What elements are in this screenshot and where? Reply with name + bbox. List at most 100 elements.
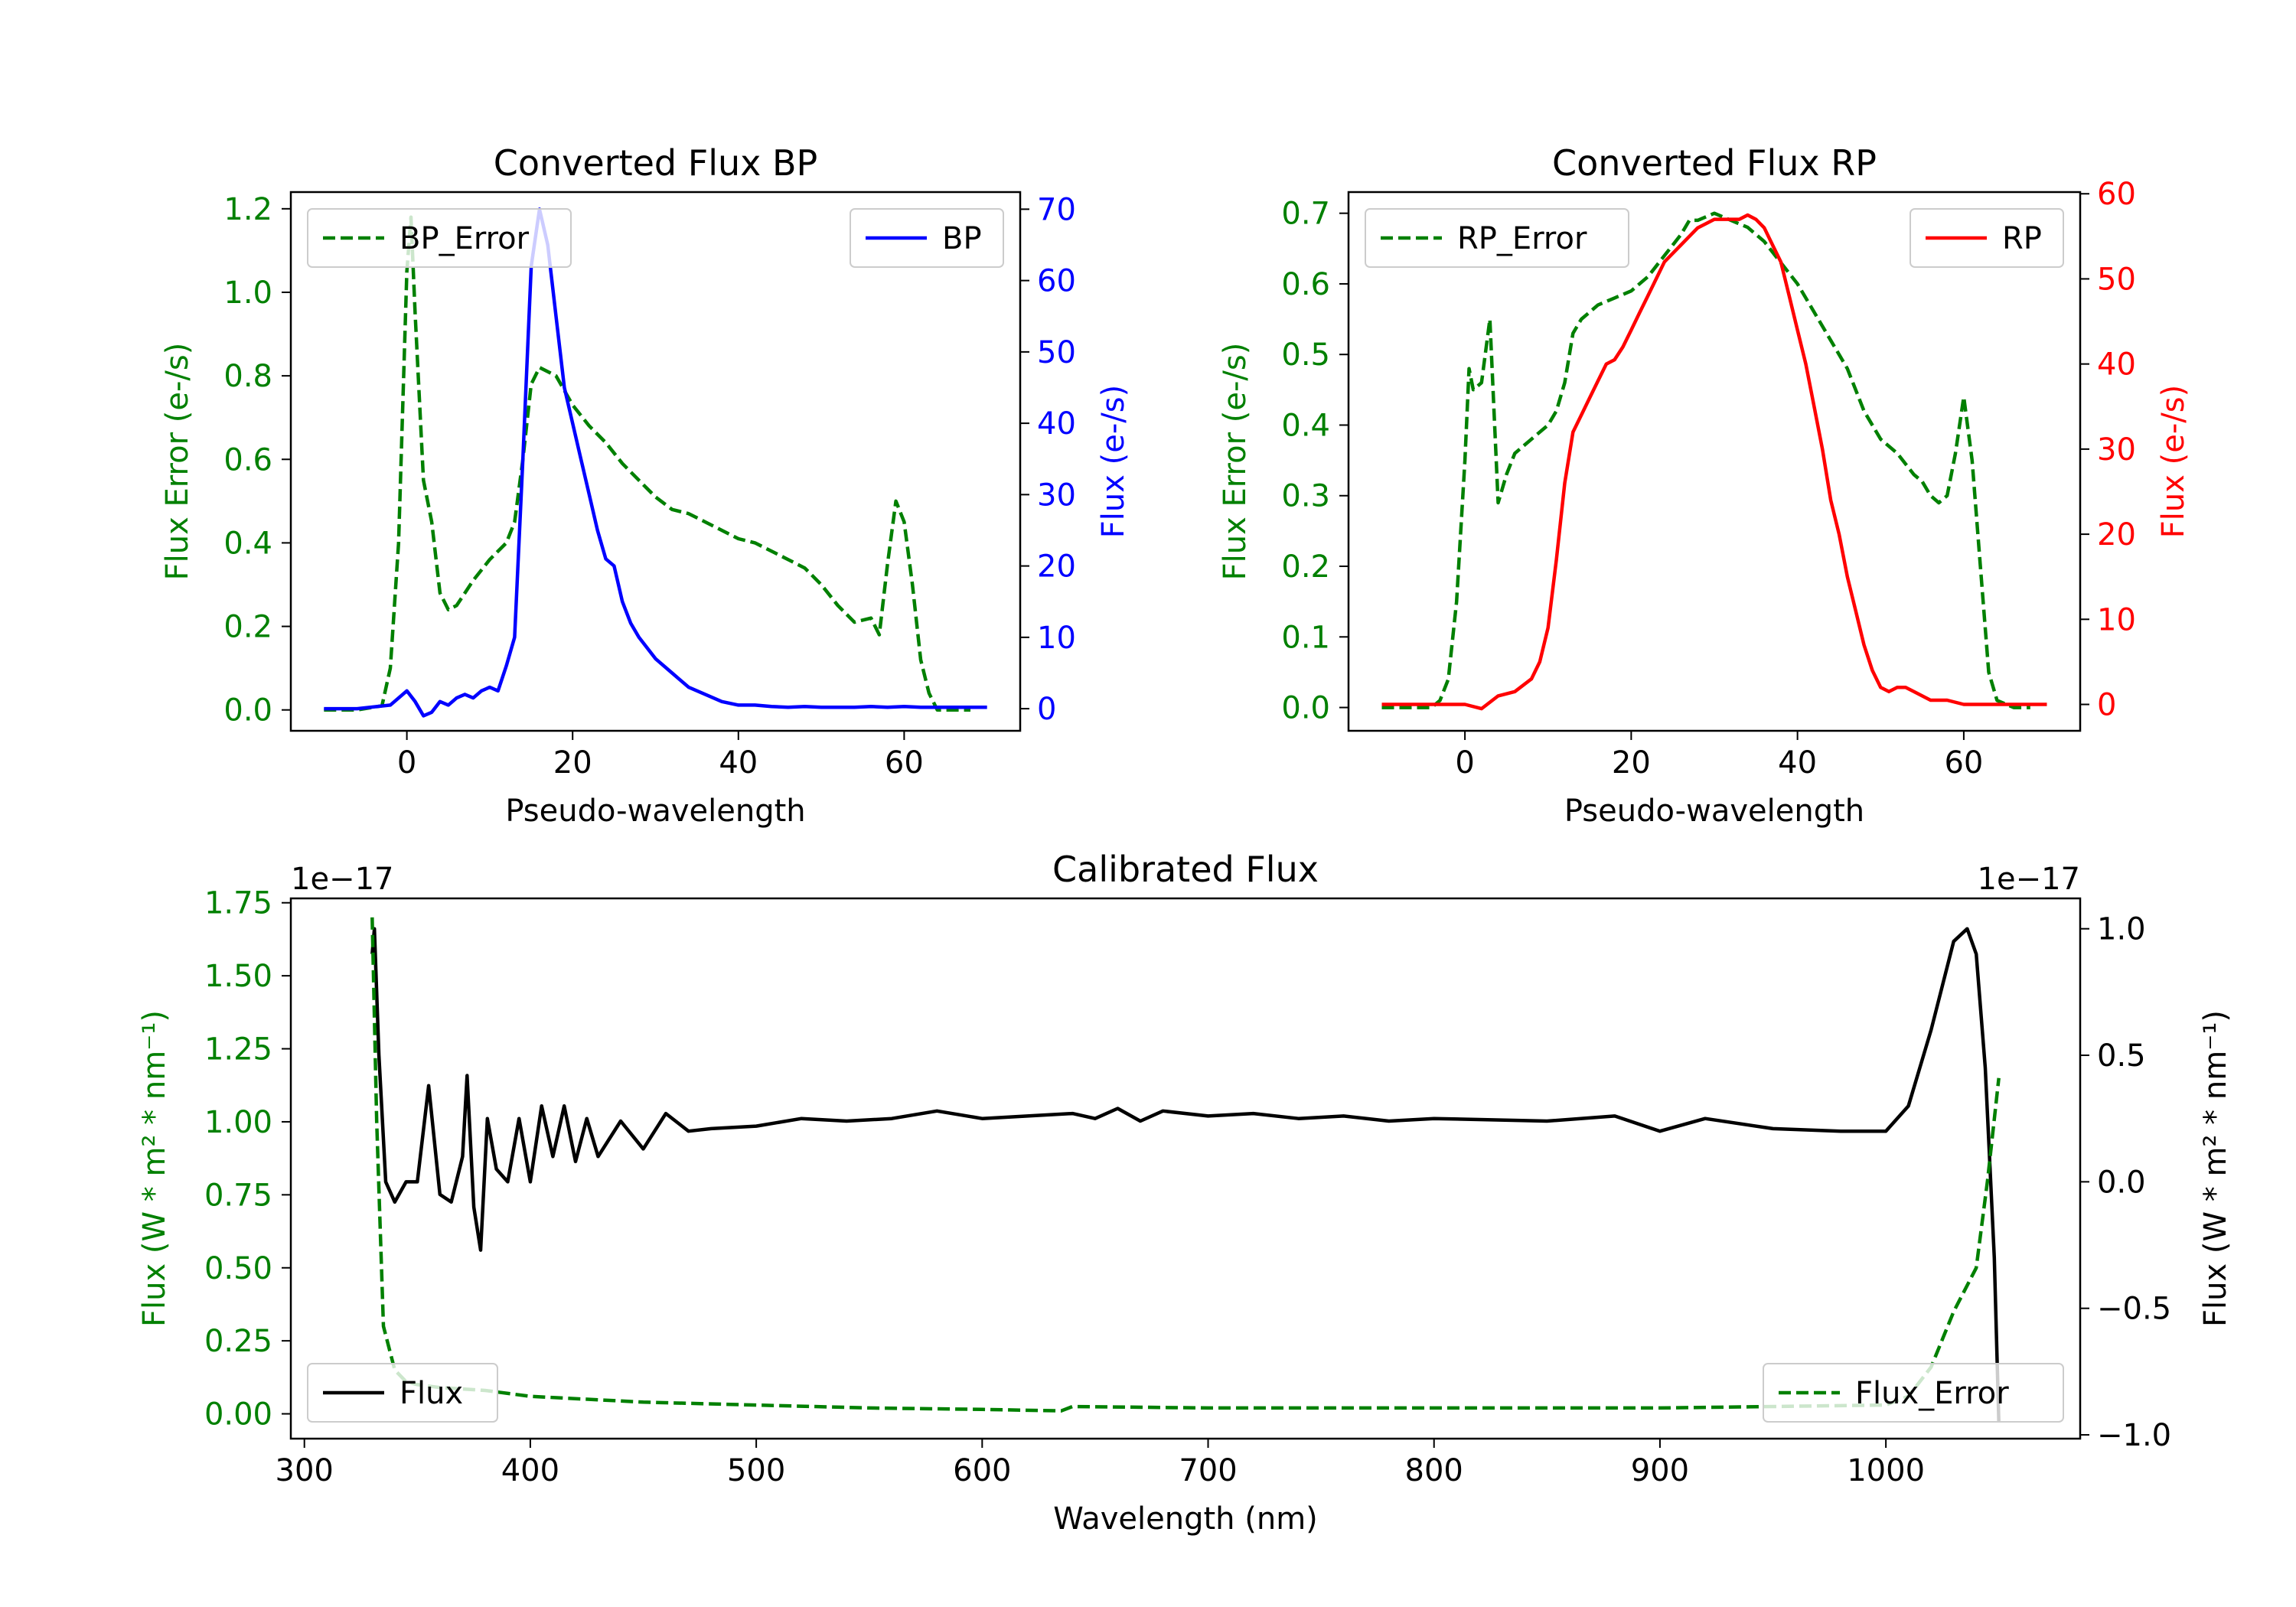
legend-box <box>307 208 572 268</box>
legend-rp-error: RP_Error <box>1365 208 1629 268</box>
axes-frame <box>1347 191 2082 732</box>
legend-bp-error: BP_Error <box>307 208 572 268</box>
y-tick-label-left: 1.25 <box>204 1032 272 1068</box>
y-tick-label-left: 0.75 <box>204 1178 272 1213</box>
y-axis-label-right: Flux (W * m² * nm⁻¹) <box>2198 1010 2233 1327</box>
y-tick-label-right: 0 <box>2097 688 2116 723</box>
series-line-rp <box>1381 213 2047 711</box>
x-axis-label: Pseudo-wavelength <box>1564 794 1864 829</box>
plot-area <box>370 917 2001 1423</box>
y-tick-label-left: 0.3 <box>1281 479 1330 514</box>
offset-text-right: 1e−17 <box>1978 862 2080 897</box>
axes-frame <box>289 191 1022 732</box>
y-tick-label-right: 50 <box>1037 335 1076 370</box>
chart-cal: 300 400 500 600 700 800 900 1000 0.00 0.25 0.50 0.7… <box>137 849 2233 1537</box>
x-tick-label: 0 <box>397 745 416 781</box>
chart-title: Converted Flux RP <box>1552 142 1877 184</box>
x-tick-label: 20 <box>1612 745 1651 781</box>
x-tick-label: 900 <box>1631 1453 1689 1488</box>
y-tick-label-left: 0.4 <box>1281 408 1330 443</box>
y-tick-label-left: 1.2 <box>223 192 272 227</box>
legend-box <box>307 1363 498 1423</box>
y-tick-label-left: 1.50 <box>204 959 272 994</box>
y-tick-label-left: 0.6 <box>223 442 272 478</box>
y-tick-label-left: 0.50 <box>204 1251 272 1286</box>
x-tick-label: 500 <box>727 1453 785 1488</box>
y-tick-label-left: 0.2 <box>223 610 272 645</box>
legend-bp: BP <box>850 208 1004 268</box>
x-tick-label: 1000 <box>1847 1453 1925 1488</box>
y-tick-label-right: 20 <box>1037 549 1076 585</box>
y-tick-label-right: 30 <box>1037 478 1076 513</box>
legend-label: BP_Error <box>400 221 530 256</box>
y-tick-label-right: 40 <box>2097 347 2136 383</box>
y-tick-label-right: 0.0 <box>2097 1165 2146 1200</box>
legend-label: BP <box>942 221 982 256</box>
y-axis-label-left: Flux (W * m² * nm⁻¹) <box>137 1010 172 1327</box>
y-tick-label-left: 1.75 <box>204 886 272 921</box>
y-tick-label-left: 0.2 <box>1281 549 1330 585</box>
y-tick-label-left: 0.5 <box>1281 337 1330 373</box>
y-tick-label-left: 0.1 <box>1281 620 1330 655</box>
y-tick-label-right: 10 <box>1037 621 1076 656</box>
y-tick-label-right: 0.5 <box>2097 1038 2146 1074</box>
chart-title: Calibrated Flux <box>1052 849 1319 890</box>
plot-area <box>1381 211 2047 711</box>
chart-title: Converted Flux BP <box>494 142 818 184</box>
x-tick-label: 60 <box>885 745 924 781</box>
x-tick-label: 800 <box>1405 1453 1463 1488</box>
legend-flux: Flux <box>307 1363 498 1423</box>
y-axis-label-left: Flux Error (e-/s) <box>1218 343 1253 581</box>
y-tick-label-left: 0.0 <box>223 693 272 729</box>
axes-frame <box>289 897 2082 1440</box>
legend-label: Flux_Error <box>1855 1376 2009 1411</box>
y-tick-label-left: 0.6 <box>1281 267 1330 302</box>
y-tick-label-right: 40 <box>1037 406 1076 442</box>
y-tick-label-left: 0.8 <box>223 359 272 394</box>
x-tick-label: 20 <box>553 745 592 781</box>
legend-box <box>1365 208 1629 268</box>
y-tick-label-right: 50 <box>2097 262 2136 297</box>
y-tick-label-right: −0.5 <box>2097 1292 2171 1327</box>
x-tick-label: 700 <box>1179 1453 1237 1488</box>
series-line-flux <box>370 927 2001 1423</box>
legend-label: RP_Error <box>1457 221 1587 256</box>
offset-text-left: 1e−17 <box>291 862 393 897</box>
x-axis-label: Pseudo-wavelength <box>505 794 805 829</box>
series-line-flux-error <box>370 917 2001 1413</box>
y-tick-label-right: 1.0 <box>2097 912 2146 947</box>
y-tick-label-left: 0.00 <box>204 1397 272 1433</box>
chart-bp: 0 20 40 60 0.0 0.2 0.4 0.6 0.8 1.0 1.2 0 10 20 30 40 50 6… <box>160 142 1131 829</box>
legend-rp: RP <box>1910 208 2064 268</box>
y-tick-label-right: 70 <box>1037 192 1076 227</box>
x-tick-label: 0 <box>1455 745 1474 781</box>
y-tick-label-right: 60 <box>2097 177 2136 212</box>
y-tick-label-right: −1.0 <box>2097 1418 2171 1453</box>
y-tick-label-right: 0 <box>1037 692 1056 727</box>
series-line-rp-error <box>1381 211 2030 709</box>
legend-label: Flux <box>400 1376 463 1411</box>
y-tick-label-left: 0.25 <box>204 1324 272 1359</box>
y-tick-label-right: 10 <box>2097 602 2136 637</box>
y-tick-label-right: 20 <box>2097 517 2136 553</box>
y-axis-label-right: Flux (e-/s) <box>2156 385 2191 538</box>
series-line-bp <box>324 207 987 718</box>
y-axis-label-right: Flux (e-/s) <box>1096 385 1131 538</box>
legend-box <box>1763 1363 2064 1423</box>
legend-label: RP <box>2002 221 2042 256</box>
plot-area <box>324 207 987 718</box>
y-tick-label-left: 1.00 <box>204 1105 272 1140</box>
x-tick-label: 60 <box>1944 745 1983 781</box>
y-tick-label-left: 0.7 <box>1281 197 1330 232</box>
y-tick-label-left: 0.4 <box>223 526 272 561</box>
y-axis-label-left: Flux Error (e-/s) <box>160 343 195 581</box>
series-line-bp-error <box>324 215 970 712</box>
x-axis-label: Wavelength (nm) <box>1053 1501 1318 1537</box>
x-tick-label: 40 <box>1778 745 1817 781</box>
x-tick-label: 40 <box>719 745 758 781</box>
y-tick-label-right: 60 <box>1037 264 1076 299</box>
x-tick-label: 400 <box>501 1453 559 1488</box>
legend-flux-error: Flux_Error <box>1763 1363 2064 1423</box>
y-tick-label-left: 1.0 <box>223 275 272 311</box>
